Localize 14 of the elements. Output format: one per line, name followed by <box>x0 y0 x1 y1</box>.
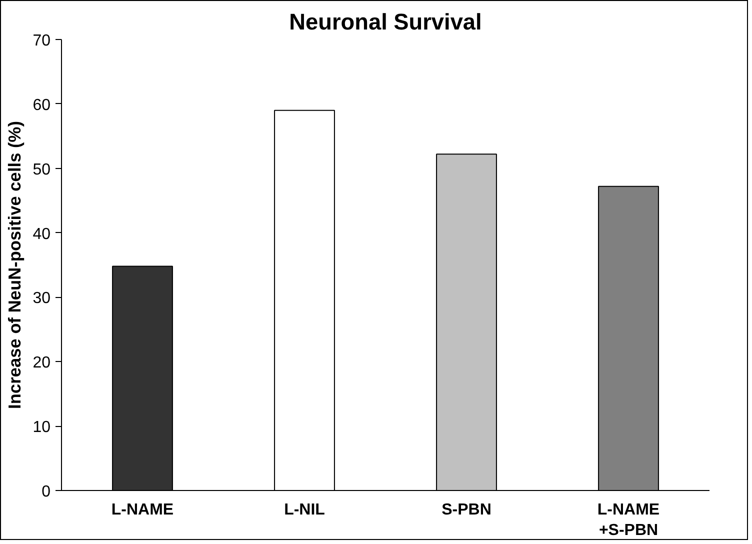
y-tick-label: 10 <box>32 419 51 436</box>
chart-title: Neuronal Survival <box>289 8 482 34</box>
x-tick-label: L-NAME <box>111 502 174 518</box>
y-tick-label: 40 <box>32 226 51 243</box>
x-tick-label: S-PBN <box>442 502 492 518</box>
y-axis-title: Increase of NeuN-positive cells (%) <box>4 121 25 409</box>
x-tick-label: L-NIL <box>284 502 326 518</box>
y-tick-label: 70 <box>32 32 51 50</box>
y-tick-label: 50 <box>32 161 51 178</box>
y-tick-label: 30 <box>32 290 51 308</box>
y-tick-label: 20 <box>32 354 51 372</box>
y-tick-label: 60 <box>32 96 51 114</box>
x-tick-label: L-NAME +S-PBN <box>597 502 660 539</box>
y-tick-label: 0 <box>42 484 51 500</box>
